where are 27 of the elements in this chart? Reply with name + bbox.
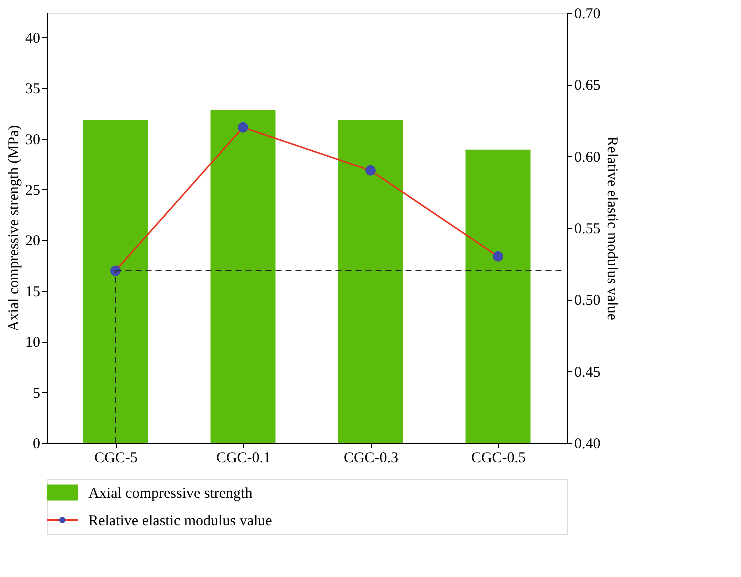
bar <box>210 110 276 443</box>
y-tick-label: 10 <box>26 335 40 352</box>
x-tick-label: CGC-0.5 <box>471 450 526 466</box>
y2-tick-label: 0.40 <box>574 436 601 452</box>
y-tick-label: 20 <box>26 234 40 250</box>
y2-axis-title: Relative elastic modulus value <box>604 136 620 321</box>
y-tick-label: 5 <box>33 386 40 402</box>
y2-tick-label: 0.70 <box>574 6 601 22</box>
legend-label: Relative elastic modulus value <box>88 513 273 530</box>
y2-tick-label: 0.45 <box>574 364 601 381</box>
y-tick-label: 30 <box>26 132 40 148</box>
bar <box>466 150 531 443</box>
y-tick-label: 35 <box>26 82 40 98</box>
y2-tick-label: 0.65 <box>574 78 601 94</box>
y2-tick-label: 0.50 <box>574 293 601 310</box>
x-tick-label: CGC-5 <box>94 450 138 466</box>
y-tick-label: 15 <box>26 284 40 300</box>
y2-tick-label: 0.60 <box>574 150 601 166</box>
y-tick-label: 40 <box>26 30 40 47</box>
y-axis-title: Axial compressive strength (MPa) <box>6 125 22 332</box>
y-tick-label: 0 <box>33 436 40 452</box>
x-tick-label: CGC-0.3 <box>344 450 399 466</box>
bar <box>338 120 404 443</box>
y-tick-label: 25 <box>26 182 40 199</box>
x-tick-label: CGC-0.1 <box>216 450 272 466</box>
legend-label: Axial compressive strength <box>88 486 254 502</box>
y2-tick-label: 0.55 <box>574 222 601 238</box>
